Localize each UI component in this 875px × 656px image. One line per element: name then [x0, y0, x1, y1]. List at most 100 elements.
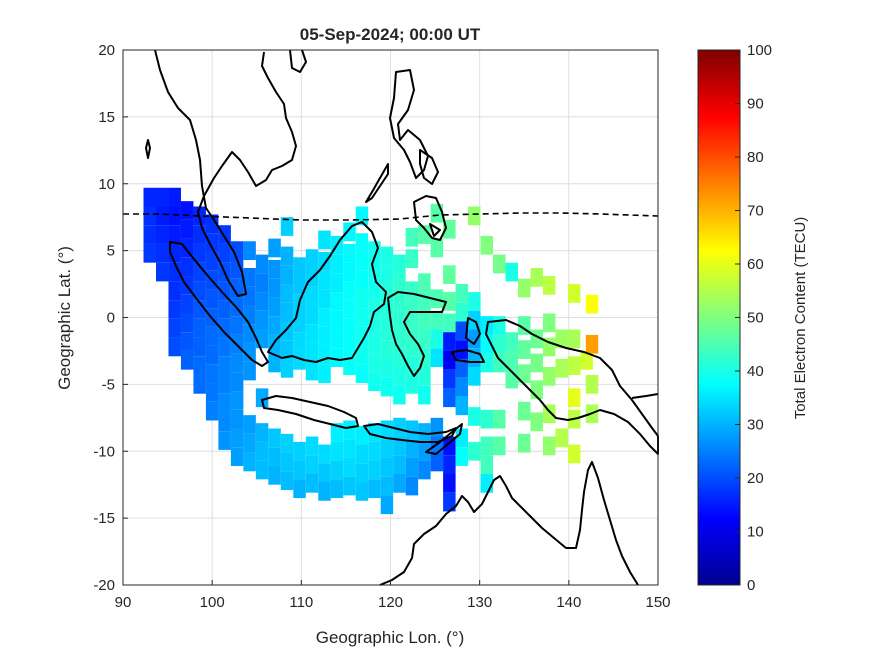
- tec-cell: [405, 337, 419, 357]
- tec-cell: [418, 460, 431, 480]
- tec-cell: [305, 436, 319, 456]
- tec-cell: [430, 452, 444, 472]
- tec-cell: [380, 265, 394, 285]
- tec-cell: [380, 377, 394, 397]
- tec-cell: [355, 425, 369, 445]
- colorbar-tick-label: 100: [747, 42, 772, 59]
- tec-cell: [218, 431, 231, 450]
- y-axis-label: Geographic Lat. (°): [55, 246, 74, 390]
- tec-cell: [443, 388, 456, 408]
- y-tick-label: -5: [102, 376, 115, 393]
- tec-cell: [180, 219, 194, 239]
- tec-cell: [343, 300, 356, 319]
- tec-cell: [493, 254, 506, 274]
- tec-cell: [243, 324, 256, 343]
- tec-cell: [230, 278, 244, 298]
- tec-cell: [542, 436, 556, 456]
- tec-cell: [293, 276, 306, 295]
- tec-cell: [243, 452, 256, 472]
- tec-cell: [343, 420, 356, 440]
- tec-cell: [305, 286, 319, 306]
- tec-cell: [268, 278, 281, 298]
- tec-cell: [205, 233, 219, 252]
- tec-cell: [430, 348, 444, 367]
- tec-cell: [368, 297, 381, 317]
- tec-cell: [380, 358, 394, 378]
- tec-cell: [168, 262, 181, 282]
- map-title: 05-Sep-2024; 00:00 UT: [300, 25, 481, 44]
- colorbar-tick-label: 90: [747, 96, 764, 113]
- tec-cell: [180, 238, 194, 258]
- tec-cell: [230, 353, 244, 373]
- tec-cell: [280, 217, 294, 236]
- y-tick-label: -20: [93, 577, 115, 594]
- tec-cell: [555, 428, 568, 448]
- tec-cell: [205, 345, 219, 365]
- tec-cell: [468, 407, 481, 426]
- tec-cell: [268, 428, 281, 448]
- coastline-sulawesi: [387, 291, 447, 377]
- tec-cell: [330, 479, 344, 499]
- tec-cell: [155, 243, 169, 263]
- tec-cell: [443, 350, 456, 370]
- tec-cell: [430, 310, 444, 330]
- tec-cell: [330, 292, 344, 311]
- tec-cell: [343, 476, 356, 496]
- y-tick-label: 10: [98, 176, 115, 193]
- tec-cell: [205, 401, 219, 421]
- tec-cell: [218, 300, 231, 319]
- tec-cell: [567, 356, 581, 376]
- tec-cell: [255, 441, 269, 461]
- tec-cell: [443, 313, 456, 333]
- tec-cell: [393, 273, 406, 293]
- tec-cell: [380, 439, 394, 458]
- tec-cell: [193, 243, 206, 263]
- tec-cell: [305, 473, 319, 493]
- tec-cell: [243, 268, 256, 287]
- tec-cell: [305, 305, 319, 325]
- tec-cell: [143, 243, 156, 263]
- colorbar-tick-label: 20: [747, 470, 764, 487]
- tec-cell: [518, 340, 531, 359]
- tec-cell: [243, 415, 256, 434]
- tec-cell: [193, 262, 206, 282]
- tec-cell: [493, 436, 506, 456]
- tec-cell: [455, 321, 469, 341]
- tec-cell: [493, 334, 506, 354]
- tec-cells: [143, 187, 599, 515]
- tec-cell: [430, 203, 444, 223]
- tec-cell: [193, 225, 206, 244]
- coastline-mainland: [154, 49, 297, 297]
- tec-cell: [393, 348, 406, 367]
- tec-cell: [143, 206, 156, 226]
- tec-cell: [355, 326, 369, 346]
- tec-cell: [280, 284, 294, 303]
- coastline-timor: [425, 423, 463, 455]
- tec-cell: [480, 455, 494, 474]
- tec-cell: [230, 259, 244, 279]
- tec-cell: [218, 318, 231, 338]
- tec-cell: [393, 292, 406, 311]
- tec-cell: [193, 281, 206, 301]
- tec-cell: [293, 441, 306, 461]
- tec-cell: [293, 332, 306, 351]
- colorbar-label: Total Electron Content (TECU): [792, 217, 809, 420]
- coastline-philippines-visayas: [419, 149, 439, 185]
- colorbar-tick-label: 70: [747, 203, 764, 220]
- tec-cell: [443, 265, 456, 285]
- tec-cell: [493, 409, 506, 429]
- tec-cell: [180, 313, 194, 333]
- colorbar-ticks: 0 10 20 30 40 50 60 70 80 90 100: [735, 42, 772, 594]
- tec-cell: [218, 393, 231, 413]
- tec-cell: [280, 433, 294, 453]
- tec-cell: [480, 235, 494, 255]
- tec-cell: [455, 302, 469, 322]
- coastline-seram: [451, 349, 485, 363]
- tec-cell: [305, 342, 319, 362]
- tec-cell: [318, 251, 331, 271]
- tec-cell: [555, 329, 568, 349]
- tec-cell: [255, 329, 269, 349]
- tec-cell: [418, 273, 431, 293]
- tec-cell: [380, 476, 394, 496]
